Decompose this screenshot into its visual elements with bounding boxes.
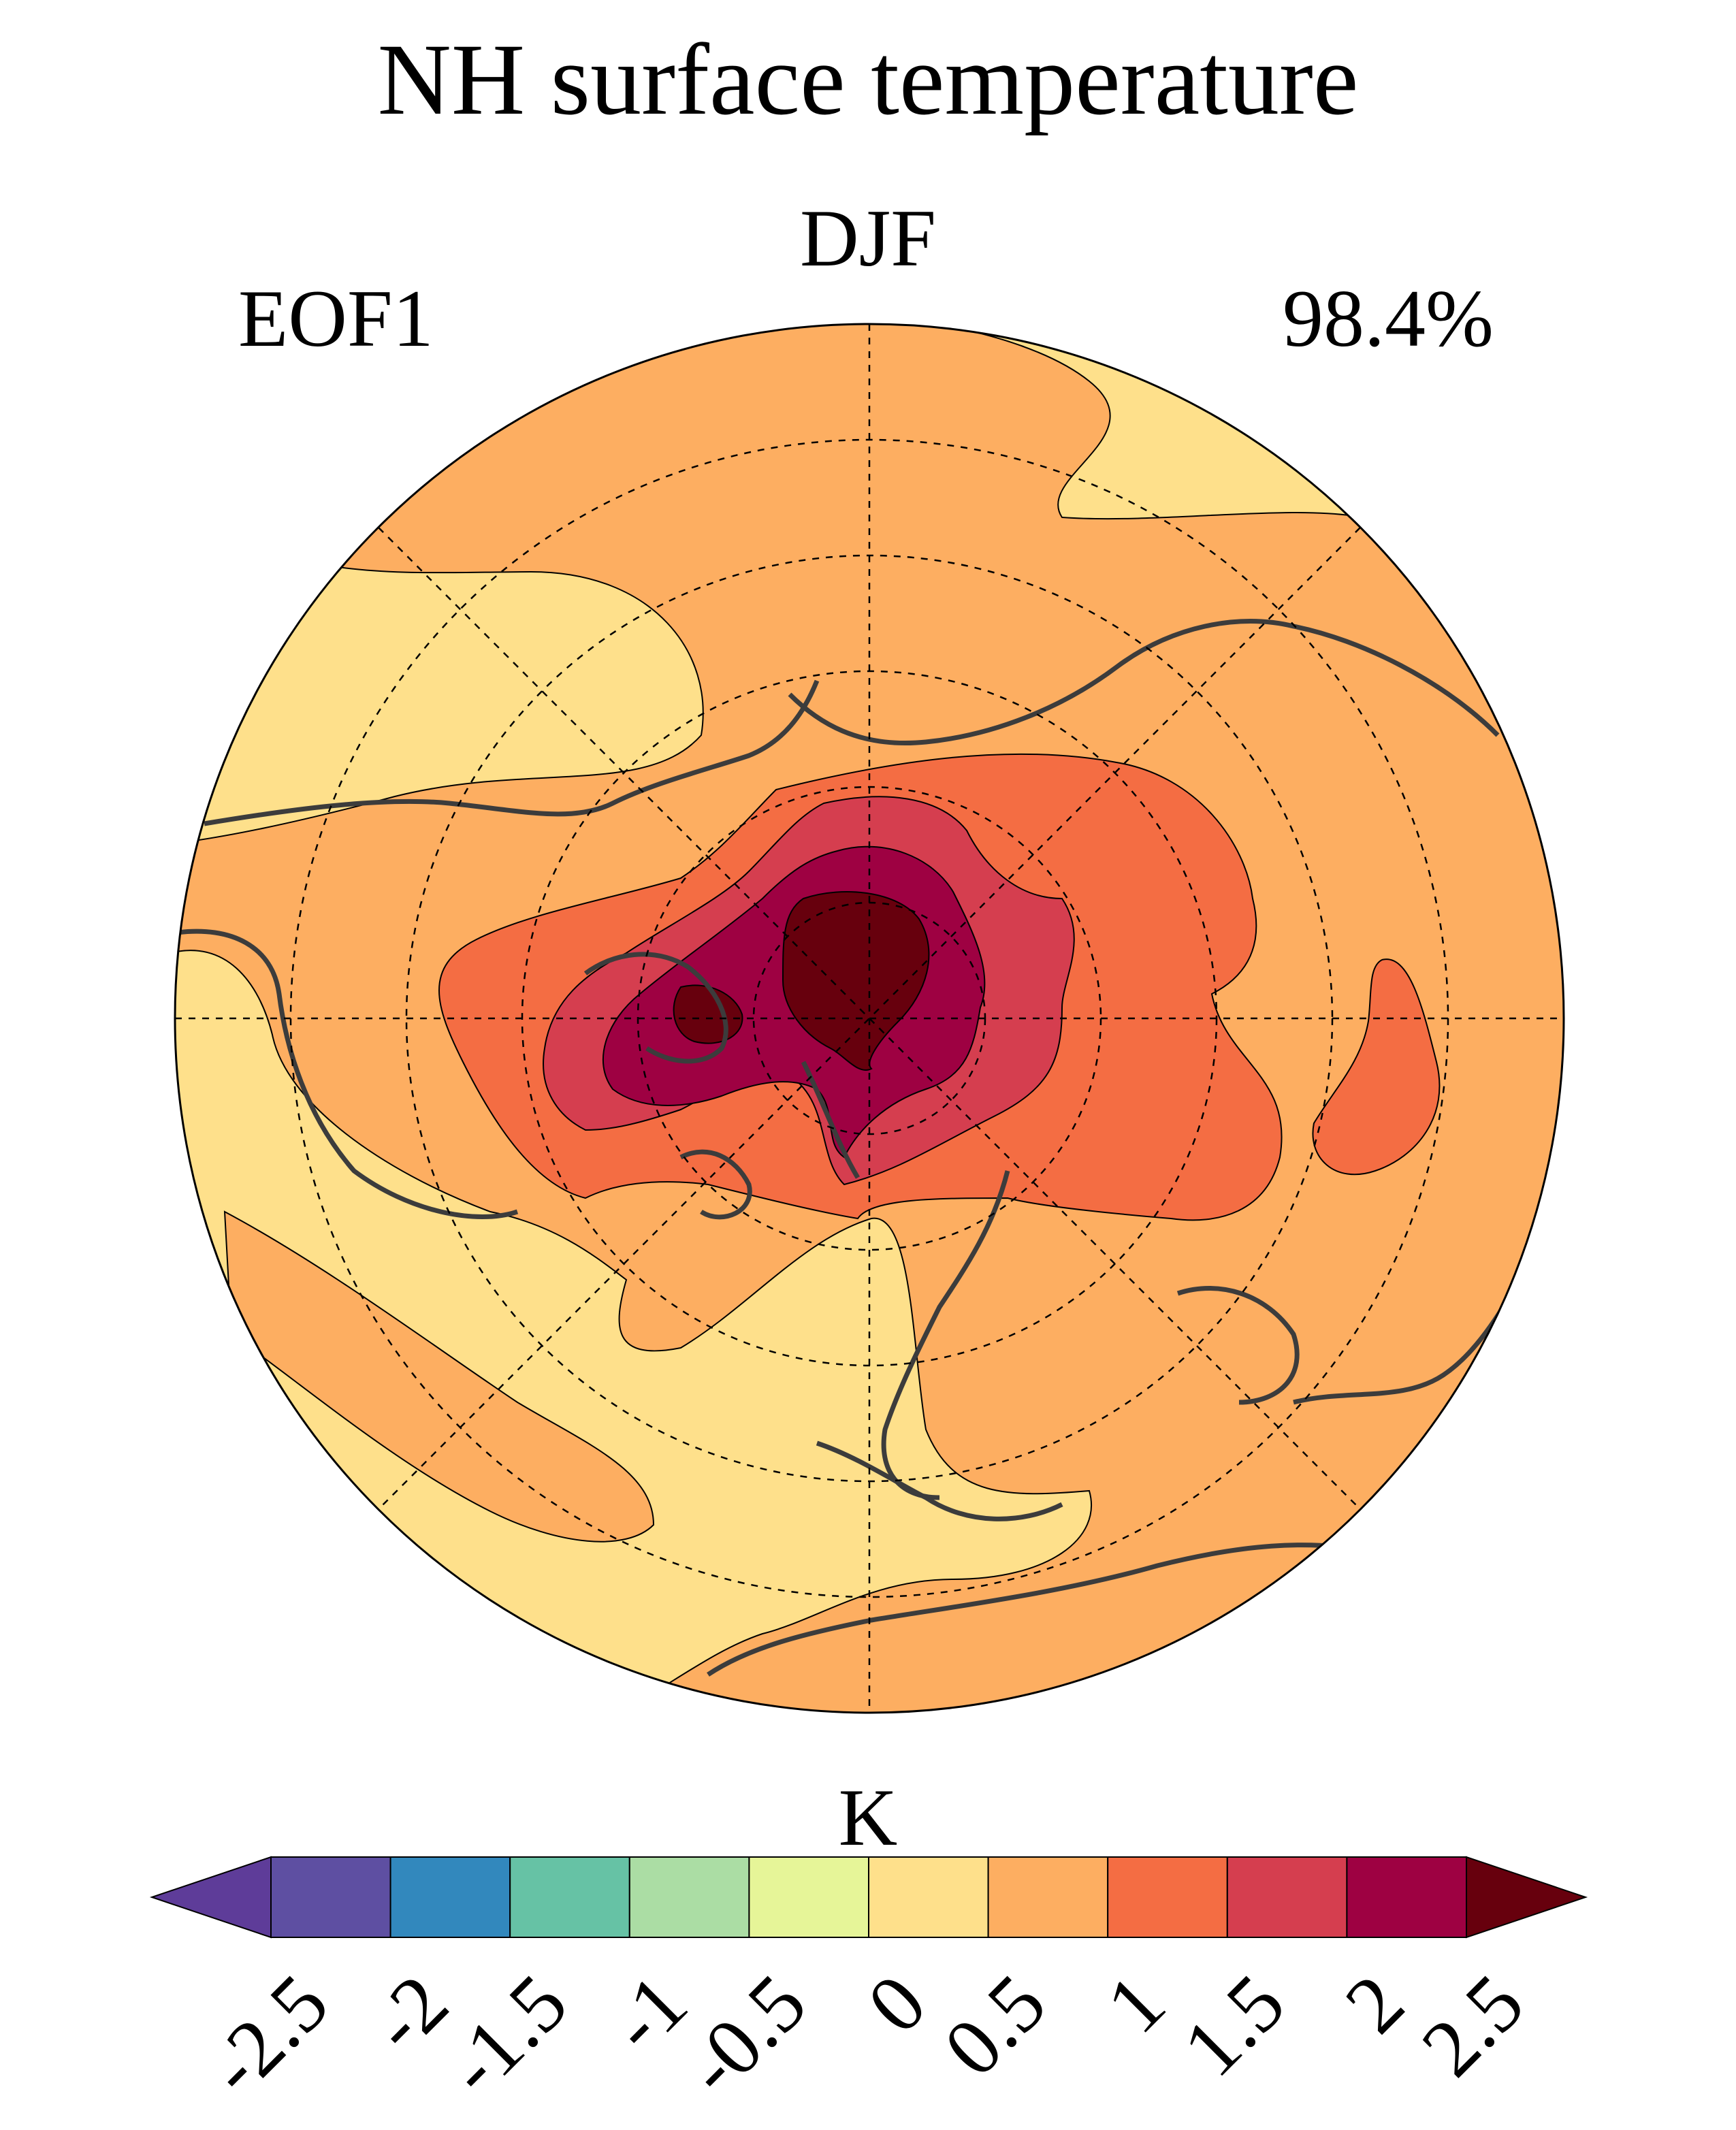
colorbar-swatch (389, 1856, 511, 1938)
colorbar-swatch (628, 1856, 750, 1938)
colorbar-swatch (509, 1856, 630, 1938)
colorbar-swatch (748, 1856, 870, 1938)
eof-mode-label: EOF1 (238, 273, 434, 364)
explained-variance-label: 98.4% (1283, 273, 1494, 364)
colorbar-swatch (868, 1856, 989, 1938)
colorbar-extend-min (149, 1856, 272, 1939)
colorbar-swatch (987, 1856, 1109, 1938)
colorbar-swatch (270, 1856, 391, 1938)
colorbar (149, 1856, 1588, 1939)
map-boundary (174, 323, 1565, 1714)
polar-map (175, 324, 1564, 1713)
graticule (175, 324, 1564, 1713)
season-label: DJF (799, 193, 937, 283)
colorbar-swatch (1107, 1856, 1228, 1938)
colorbar-swatch (1226, 1856, 1348, 1938)
level-1-1.5-region (1312, 958, 1441, 1176)
colorbar-units-label: K (838, 1772, 898, 1862)
map-title: NH surface temperature (377, 23, 1359, 136)
colorbar-swatch (1346, 1856, 1468, 1938)
colorbar-extend-max (1466, 1856, 1588, 1939)
coastlines (176, 619, 1541, 1677)
level-0.5-1-region (223, 1210, 655, 1543)
